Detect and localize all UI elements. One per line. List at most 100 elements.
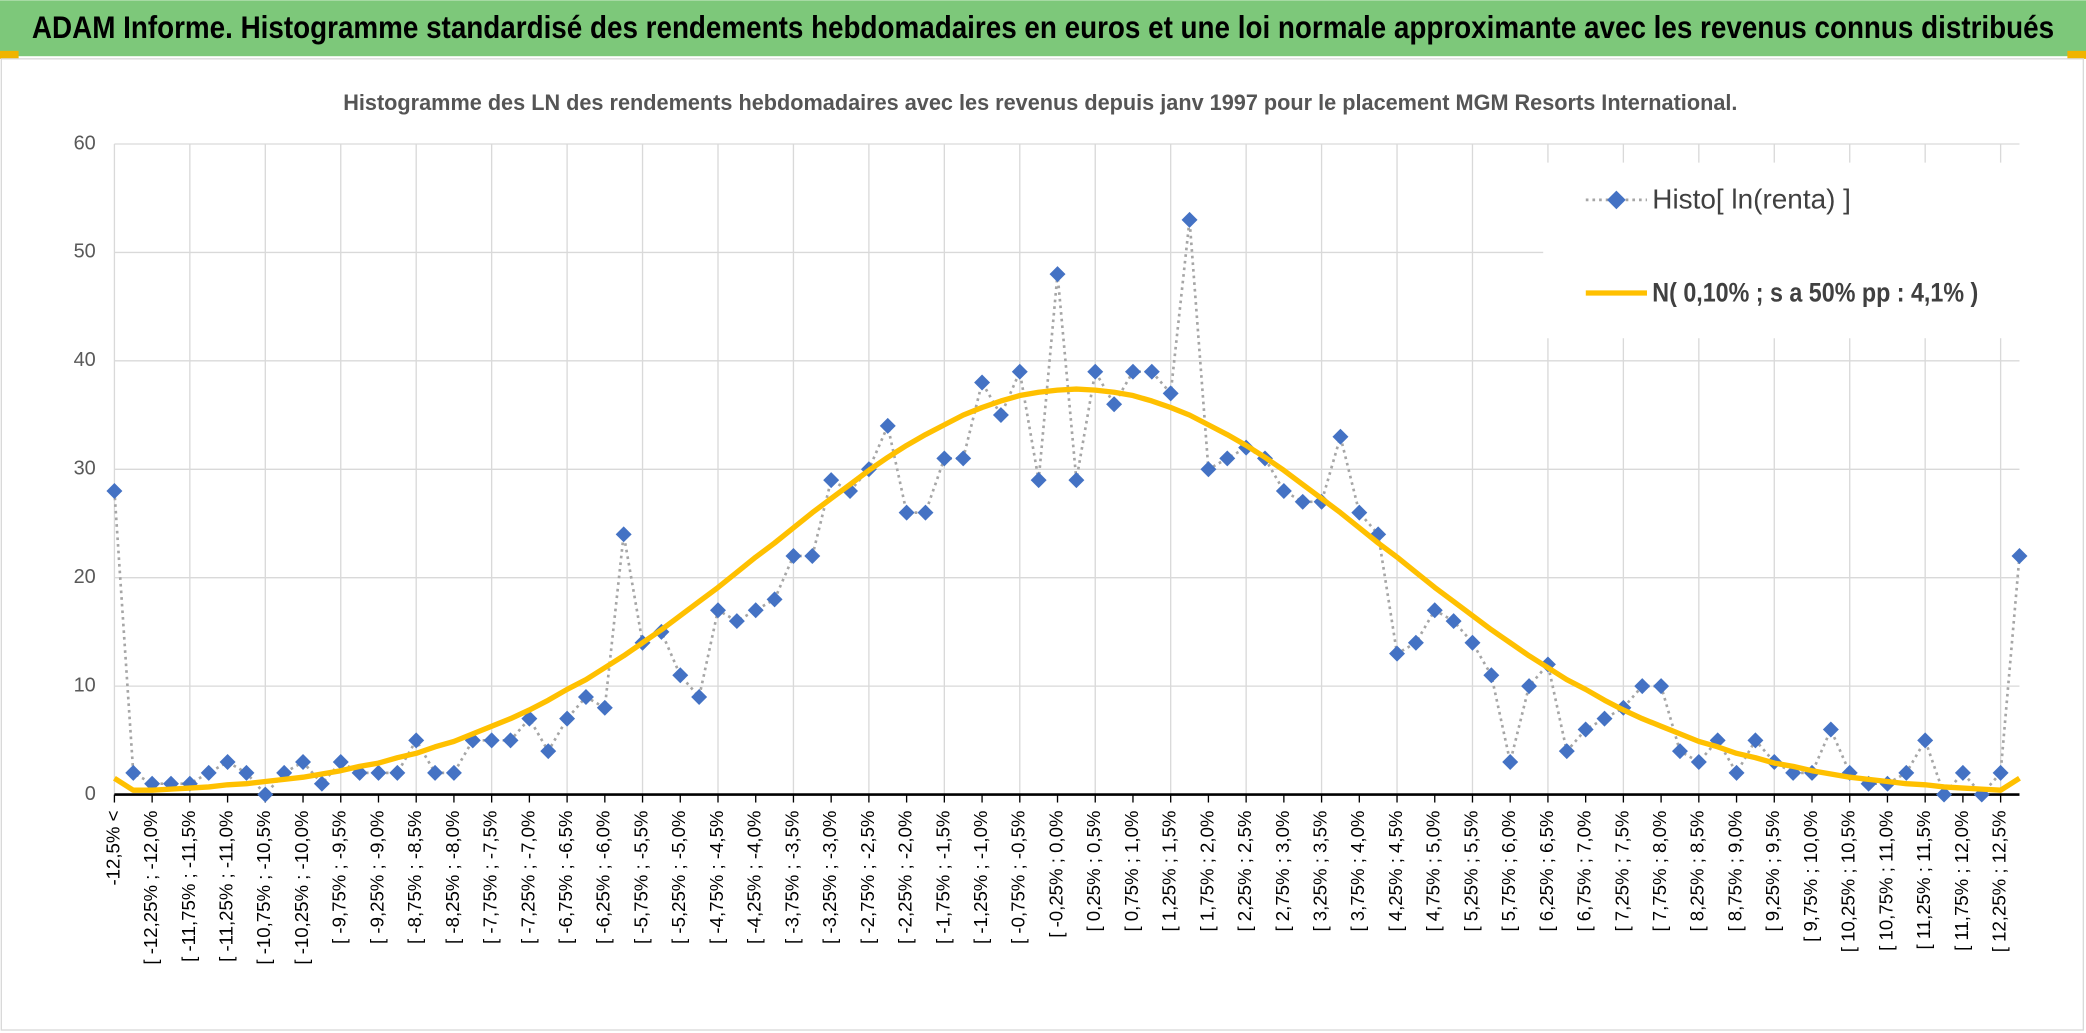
data-point <box>1483 667 1500 684</box>
x-tick-label: [ 5,75% ; 6,0% <box>1498 811 1519 932</box>
x-tick-label: [ -9,75% ; -9,5% <box>329 811 350 944</box>
data-point <box>1068 472 1085 489</box>
x-tick-label: [ 1,75% ; 2,0% <box>1196 811 1217 932</box>
x-tick-label: [ 0,75% ; 1,0% <box>1121 811 1142 932</box>
data-point <box>540 743 557 760</box>
data-point <box>974 374 991 391</box>
data-point <box>1162 385 1179 402</box>
x-tick-label: [ -6,75% ; -6,5% <box>555 811 576 944</box>
data-point <box>125 764 142 781</box>
y-tick-label: 40 <box>74 349 96 371</box>
x-tick-label: [ 4,75% ; 5,0% <box>1423 811 1444 932</box>
data-point <box>332 754 349 770</box>
data-point <box>445 764 462 781</box>
data-point <box>672 667 689 684</box>
data-point <box>1181 211 1198 228</box>
data-point <box>1351 504 1368 521</box>
x-tick-label: [ 10,25% ; 10,5% <box>1838 811 1859 953</box>
data-point <box>1690 754 1707 770</box>
data-point <box>1407 634 1424 651</box>
data-point <box>596 699 613 716</box>
data-point <box>1634 678 1651 695</box>
x-tick-label: [ -2,25% ; -2,0% <box>895 811 916 944</box>
data-point <box>1464 634 1481 651</box>
data-point <box>955 450 972 467</box>
data-point <box>370 764 387 781</box>
data-point <box>1822 721 1839 738</box>
data-point <box>238 764 255 781</box>
x-tick-label: [ -4,75% ; -4,5% <box>706 811 727 944</box>
x-tick-label: [ -3,75% ; -3,5% <box>781 811 802 944</box>
data-point <box>747 602 764 619</box>
data-point <box>389 764 406 781</box>
data-point <box>200 764 217 781</box>
x-tick-label: [ 4,25% ; 4,5% <box>1385 811 1406 932</box>
legend-label: N( 0,10% ; s a 50% pp : 4,1% ) <box>1652 277 1978 307</box>
data-point <box>1728 764 1745 781</box>
data-point <box>1200 461 1217 478</box>
data-point <box>1445 613 1462 630</box>
data-point <box>1671 743 1688 760</box>
data-point <box>1558 743 1575 760</box>
x-tick-label: [ -9,25% ; -9,0% <box>366 811 387 944</box>
data-point <box>1898 764 1915 781</box>
data-point <box>219 754 236 770</box>
x-tick-label: [ 11,25% ; 11,5% <box>1913 811 1934 950</box>
data-point <box>1936 786 1953 803</box>
data-point <box>1521 678 1538 695</box>
x-tick-label: [ 3,25% ; 3,5% <box>1310 811 1331 932</box>
legend-marker <box>1607 190 1626 210</box>
data-point <box>1502 754 1519 770</box>
data-point <box>257 786 274 803</box>
legend-box <box>1543 162 2023 339</box>
data-point <box>1577 721 1594 738</box>
x-tick-label: -12,5% < <box>102 811 123 886</box>
data-point <box>728 613 745 630</box>
data-point <box>1917 732 1934 749</box>
y-tick-label: 60 <box>74 132 96 154</box>
x-tick-label: [ 5,25% ; 5,5% <box>1460 811 1481 932</box>
x-tick-label: [ 10,75% ; 11,0% <box>1875 811 1896 951</box>
data-point <box>1747 732 1764 749</box>
header-band <box>0 0 2086 57</box>
data-point <box>1992 764 2009 781</box>
data-point <box>710 602 726 619</box>
x-tick-label: [ 9,25% ; 9,5% <box>1762 811 1783 932</box>
data-point <box>992 407 1009 424</box>
data-point <box>483 732 500 749</box>
x-tick-label: [ -0,25% ; 0,0% <box>1045 811 1066 938</box>
series-line <box>112 386 2021 793</box>
data-point <box>785 548 802 564</box>
x-tick-label: [ -10,75% ; -10,5% <box>253 811 274 965</box>
x-tick-label: [ -0,75% ; -0,5% <box>1008 811 1029 944</box>
data-point <box>577 688 594 705</box>
data-point <box>1294 493 1311 510</box>
x-tick-label: [ -5,25% ; -5,0% <box>668 811 689 944</box>
data-point <box>879 417 896 434</box>
y-tick-label: 20 <box>74 566 96 588</box>
data-point <box>1954 764 1971 781</box>
x-tick-label: [ -3,25% ; -3,0% <box>819 811 840 944</box>
corner-mark <box>2067 50 2086 59</box>
x-tick-label: [ -1,75% ; -1,5% <box>932 811 953 944</box>
data-point <box>1596 710 1613 727</box>
corner-mark <box>0 50 19 59</box>
y-tick-label: 30 <box>74 458 96 480</box>
data-point <box>1030 472 1047 489</box>
data-point <box>691 688 708 705</box>
data-point <box>1389 645 1406 662</box>
x-tick-label: [ 7,75% ; 8,0% <box>1649 811 1670 932</box>
x-tick-label: [ -12,25% ; -12,0% <box>140 811 161 965</box>
data-point <box>766 591 783 608</box>
data-point <box>1106 396 1123 413</box>
x-tick-label: [ 7,25% ; 7,5% <box>1611 811 1632 932</box>
x-tick-label: [ 0,25% ; 0,5% <box>1083 811 1104 932</box>
x-tick-label: [ -8,75% ; -8,5% <box>404 811 425 944</box>
x-tick-label: [ -5,75% ; -5,5% <box>630 811 651 944</box>
x-tick-label: [ 3,75% ; 4,0% <box>1347 811 1368 932</box>
x-tick-label: [ 6,75% ; 7,0% <box>1574 811 1595 932</box>
x-tick-label: [ 2,75% ; 3,0% <box>1272 811 1293 932</box>
page-title: ADAM Informe. Histogramme standardisé de… <box>32 9 2054 45</box>
data-point <box>1049 266 1066 283</box>
